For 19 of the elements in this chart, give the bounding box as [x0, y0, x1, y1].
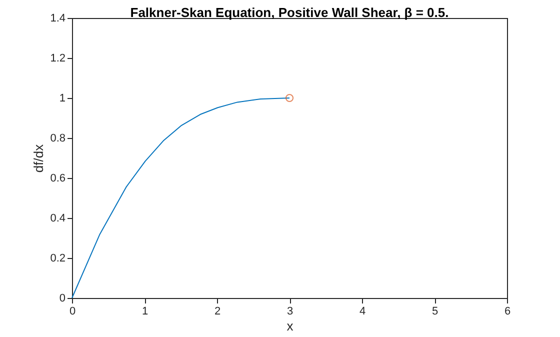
x-tick-label: 1 — [142, 306, 148, 318]
y-tick-label: 0.4 — [50, 212, 66, 224]
x-tick-label: 3 — [286, 306, 294, 318]
x-tick-label: 5 — [432, 306, 438, 318]
x-tick-label: 6 — [504, 306, 511, 318]
y-tick-label: 1 — [59, 92, 66, 104]
chart-title: Falkner-Skan Equation, Positive Wall Shear, β = 0.5. — [130, 5, 449, 20]
y-tick-label: 0.8 — [50, 132, 66, 144]
y-tick-label: 0 — [59, 292, 66, 304]
x-tick-label: 0 — [69, 306, 76, 318]
x-tick-label: 2 — [214, 306, 221, 318]
y-tick-label: 0.6 — [50, 172, 66, 184]
y-axis-title: df/dx — [31, 144, 46, 173]
line-series — [72, 98, 290, 298]
y-tick-label: 1.4 — [50, 12, 66, 24]
y-tick-label: 0.2 — [50, 252, 66, 264]
x-tick-label: 4 — [359, 306, 366, 318]
y-tick-label: 1.2 — [50, 52, 66, 64]
x-axis-title: x — [286, 318, 294, 334]
